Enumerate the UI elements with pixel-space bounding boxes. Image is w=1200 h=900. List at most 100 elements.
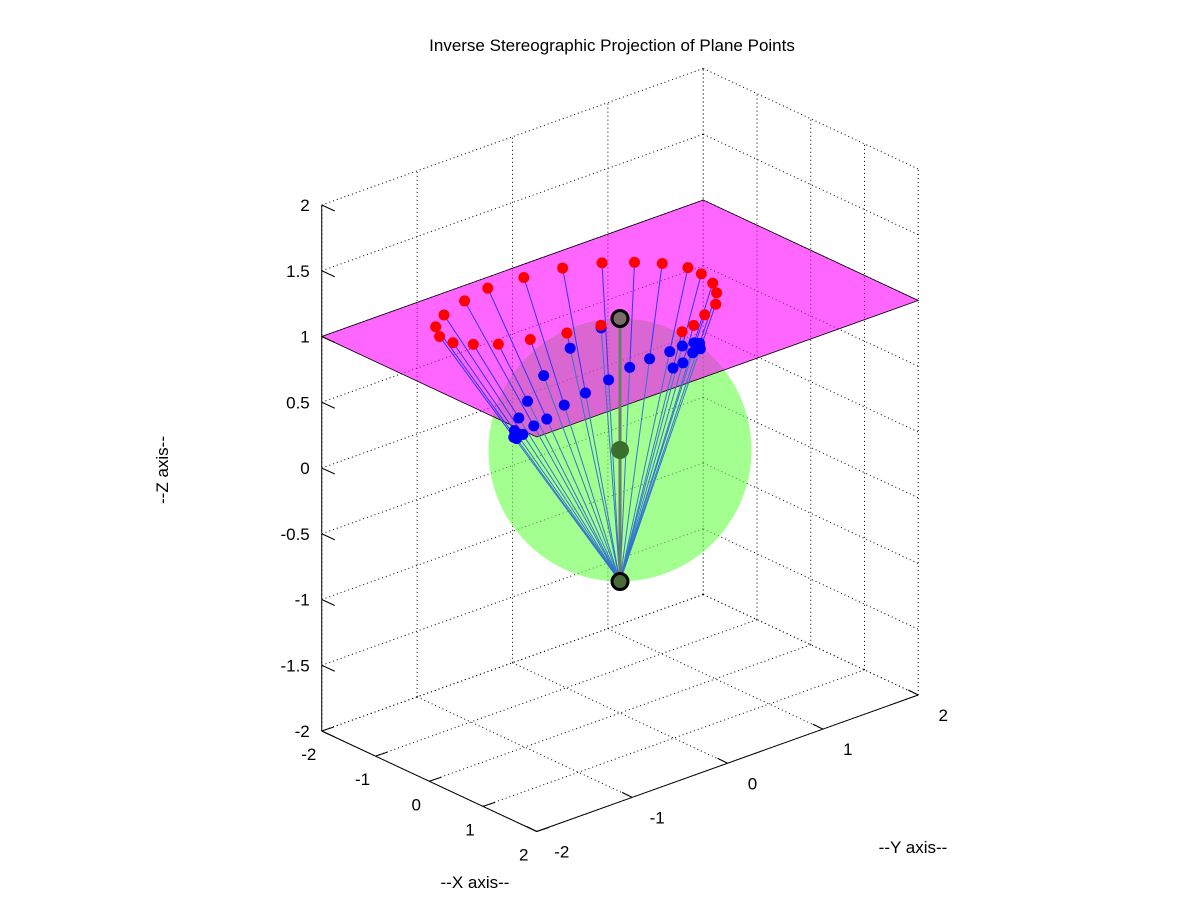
ray-to-plane (649, 263, 663, 359)
ray-to-pole (619, 362, 684, 582)
ray-to-plane (439, 336, 515, 438)
ray-to-plane (601, 262, 610, 380)
ray-to-pole (516, 438, 621, 582)
sphere-point (644, 353, 656, 365)
y-tick-mark (908, 689, 919, 696)
z-tick-label: 2 (300, 196, 309, 215)
z-tick-label: -1 (295, 591, 310, 610)
ray-to-plane (672, 331, 683, 369)
x-tick-mark (482, 801, 496, 807)
ray-to-pole (619, 348, 701, 582)
ray-to-plane (452, 342, 515, 431)
plane-point (467, 338, 479, 350)
z-tick-mark (321, 664, 335, 672)
x-tick-mark (429, 776, 442, 782)
grid-line (607, 628, 824, 730)
sphere-point (603, 374, 615, 386)
sphere-point (624, 361, 636, 373)
ray-to-plane (529, 339, 545, 376)
plane-point (682, 262, 694, 274)
ray-to-plane (523, 277, 565, 406)
x-tick-label: -1 (355, 770, 370, 789)
sphere-point (667, 362, 679, 374)
y-tick-label: 1 (843, 740, 852, 759)
ray-layer (435, 262, 718, 582)
z-tick-mark (321, 401, 335, 409)
plane-point (518, 271, 530, 283)
z-tick-label: 1 (300, 328, 309, 347)
grid-line (512, 662, 728, 764)
north-pole-point (610, 309, 630, 328)
z-tick-mark (321, 467, 335, 475)
ray-to-pole (546, 418, 621, 582)
plane-point (711, 287, 723, 299)
ray-to-pole (563, 404, 621, 582)
ray-to-pole (619, 352, 694, 582)
y-tick-label: 0 (748, 774, 757, 793)
plane-point (438, 309, 450, 321)
ray-to-pole (608, 379, 621, 582)
z-tick-mark (321, 599, 335, 606)
ray-to-pole (619, 367, 631, 582)
plane-point (447, 337, 459, 349)
sphere-point (558, 399, 570, 411)
ray-to-pole (518, 417, 621, 582)
ray-to-pole (522, 434, 621, 582)
ray-to-pole (543, 375, 621, 582)
plane-point (676, 326, 688, 338)
ray-to-plane (629, 262, 635, 368)
sphere-point (541, 413, 553, 425)
plane-point (459, 295, 471, 307)
x-tick-mark (321, 726, 334, 732)
grid-line (416, 696, 633, 798)
ray-to-plane (487, 287, 548, 420)
plane-point (656, 257, 668, 269)
z-tick-mark (321, 336, 335, 343)
plane-point (595, 319, 607, 331)
grid-line (482, 669, 865, 807)
sphere-point (579, 387, 591, 399)
plane-point (688, 319, 700, 331)
ray-to-pole (527, 400, 621, 582)
ray-to-pole (533, 425, 621, 582)
grid-line (321, 68, 704, 206)
ray-to-plane (682, 325, 695, 363)
sphere-point (538, 370, 550, 382)
y-tick-mark (812, 723, 824, 730)
ray-to-plane (562, 267, 586, 394)
y-tick-mark (717, 757, 728, 764)
plane-point (434, 330, 446, 342)
sphere-point (687, 347, 699, 359)
z-tick-label: 0.5 (286, 393, 310, 412)
plane-point (557, 262, 569, 274)
y-tick-label: -1 (650, 808, 665, 827)
y-tick-mark (526, 826, 537, 832)
ray-to-plane (497, 344, 528, 402)
x-tick-label: 2 (519, 846, 528, 865)
z-tick-label: 1.5 (286, 262, 310, 281)
ray-to-pole (584, 392, 621, 582)
x-tick-mark (375, 751, 388, 757)
sphere-point (676, 340, 688, 352)
grid-line (429, 644, 811, 782)
grid-line (375, 619, 758, 757)
x-tick-label: 0 (412, 795, 421, 814)
plane-point (628, 256, 640, 268)
sphere-point (513, 412, 525, 424)
plane-point (561, 327, 573, 339)
y-axis-title: --Y axis-- (879, 838, 948, 857)
grid-line (703, 68, 919, 170)
chart-title: Inverse Stereographic Projection of Plan… (429, 36, 795, 55)
sphere-point (522, 395, 534, 407)
sphere-center-point (611, 441, 629, 459)
y-tick-label: 2 (939, 706, 948, 725)
ray-to-plane (464, 300, 535, 427)
plane-point (596, 257, 608, 269)
ray-to-pole (619, 367, 674, 582)
z-axis-title: --Z axis-- (153, 436, 172, 504)
plane-point (707, 277, 719, 289)
z-tick-label: -2 (295, 722, 310, 741)
x-tick-label: -2 (301, 745, 316, 764)
plane-point (482, 282, 494, 294)
